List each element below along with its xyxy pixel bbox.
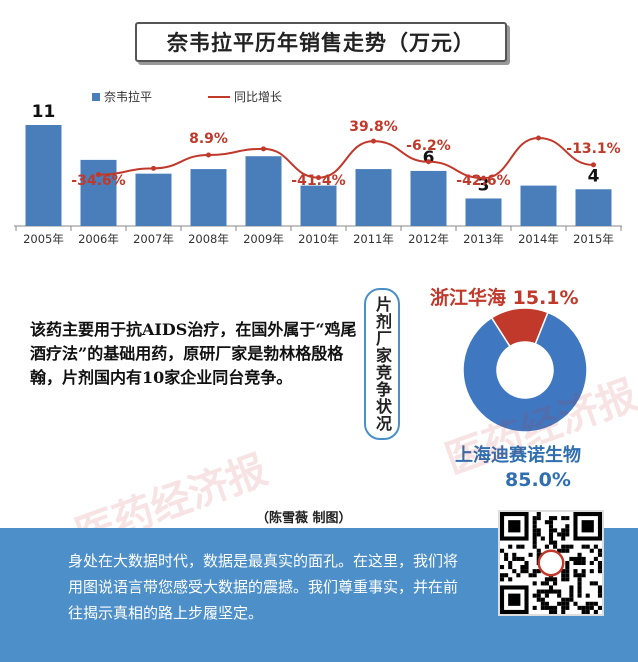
- growth-point: [316, 175, 321, 181]
- bar-2013年: [465, 198, 502, 226]
- growth-value-label: 8.9%: [189, 131, 228, 147]
- growth-line: [98, 136, 594, 180]
- growth-point: [481, 175, 486, 181]
- growth-point: [96, 172, 101, 178]
- page-title: 奈韦拉平历年销售走势（万元）: [167, 31, 475, 55]
- bar-value-label: 11: [32, 102, 56, 122]
- x-tick-label: 2014年: [518, 232, 559, 246]
- bar-2007年: [135, 173, 172, 226]
- competition-label-box: 片剂厂家竞争状况: [364, 288, 400, 440]
- chart-credit: （陈雪薇 制图）: [256, 511, 352, 526]
- growth-value-label: 39.8%: [349, 119, 398, 135]
- pie-label-zhejiang-value: 15.1%: [512, 287, 579, 309]
- x-tick-label: 2005年: [23, 232, 64, 246]
- legend-bar-swatch: [92, 93, 100, 101]
- pie-label-zhejiang: 浙江华海 15.1%: [430, 283, 579, 310]
- x-tick-label: 2013年: [463, 232, 504, 246]
- footer-text: 身处在大数据时代，数据是最真实的面孔。在这里，我们将用图说语言带您感受大数据的震…: [68, 552, 459, 622]
- pie-label-shanghai-name: 上海迪赛诺生物: [455, 445, 581, 466]
- growth-value-label: -13.1%: [566, 141, 620, 157]
- bar-value-label: 3: [478, 175, 490, 195]
- growth-point: [536, 135, 541, 141]
- x-tick-label: 2010年: [298, 232, 339, 246]
- bar-2011年: [355, 169, 392, 226]
- qr-code-icon[interactable]: [498, 510, 604, 616]
- competition-label: 片剂厂家竞争状况: [373, 296, 392, 432]
- bar-2010年: [300, 185, 337, 226]
- growth-value-label: -42.6%: [456, 173, 510, 189]
- x-tick-label: 2009年: [243, 232, 284, 246]
- title-box: 奈韦拉平历年销售走势（万元）: [135, 22, 507, 62]
- growth-point: [426, 159, 431, 165]
- growth-point: [371, 138, 376, 144]
- bar-2006年: [80, 159, 117, 226]
- x-tick-label: 2011年: [353, 232, 394, 246]
- x-tick-label: 2008年: [188, 232, 229, 246]
- growth-value-label: -41.4%: [291, 173, 345, 189]
- growth-value-label: -34.6%: [71, 173, 125, 189]
- growth-point: [151, 165, 156, 171]
- sales-chart: 奈韦拉平 同比增长 2005年 2006年 2007年 2008年 2009年 2010年 20…: [14, 89, 622, 246]
- bar-value-label: 4: [588, 166, 600, 186]
- legend-line-label: 同比增长: [234, 90, 282, 104]
- bar-2012年: [410, 170, 447, 226]
- bar-2005年: [25, 125, 62, 226]
- bar-2009年: [245, 156, 282, 226]
- bar-value-label: 6: [423, 148, 435, 168]
- bar-2008年: [190, 169, 227, 226]
- growth-point: [206, 152, 211, 158]
- x-tick-label: 2007年: [133, 232, 174, 246]
- growth-point: [591, 162, 596, 168]
- x-tick-label: 2006年: [78, 232, 119, 246]
- x-tick-label: 2015年: [573, 232, 614, 246]
- legend-bar-label: 奈韦拉平: [104, 89, 152, 104]
- growth-value-label: -6.2%: [406, 138, 451, 154]
- donut-slice-1: [462, 311, 588, 433]
- description-text: 该药主要用于抗AIDS治疗，在国外属于“鸡尾酒疗法”的基础用药，原研厂家是勃林格…: [30, 320, 357, 387]
- market-share-donut: [462, 307, 588, 433]
- growth-point: [261, 146, 266, 152]
- pie-label-zhejiang-name: 浙江华海: [430, 287, 507, 309]
- bar-2014年: [520, 185, 557, 226]
- pie-label-shanghai-value: 85.0%: [505, 469, 571, 491]
- x-tick-label: 2012年: [408, 232, 449, 246]
- bar-2015年: [575, 189, 612, 226]
